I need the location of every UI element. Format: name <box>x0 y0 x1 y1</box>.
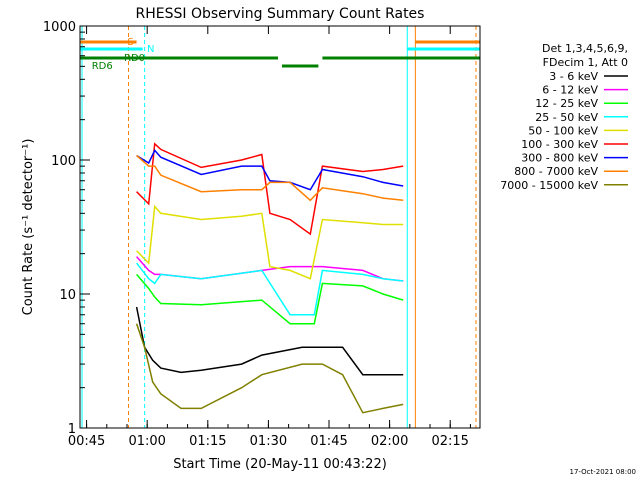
y-axis: 1 10 100 1000 <box>43 20 90 437</box>
rd6-flag-label: RD6 <box>92 61 113 72</box>
saa-flag-label: S <box>127 37 133 48</box>
x-tick-label: 01:45 <box>310 434 347 449</box>
plot-frame <box>79 25 481 429</box>
x-axis: 00:45 01:00 01:15 01:30 01:45 02:00 02:15 <box>68 26 471 449</box>
legend-label: 3 - 6 keV <box>549 70 598 83</box>
legend-header-1: Det 1,3,4,5,6,9, <box>542 42 628 55</box>
y-tick-label: 100 <box>51 154 76 169</box>
rd0-flag-label: RD0 <box>124 53 145 64</box>
series-line-8 <box>135 323 404 414</box>
legend-label: 50 - 100 keV <box>528 124 598 137</box>
legend-header-2: FDecim 1, Att 0 <box>543 56 628 69</box>
y-tick-label: 1000 <box>43 20 76 35</box>
x-tick-label: 02:00 <box>371 434 408 449</box>
legend-label: 100 - 300 keV <box>521 138 598 151</box>
legend: Det 1,3,4,5,6,9, FDecim 1, Att 0 3 - 6 k… <box>500 42 628 192</box>
series-line-7 <box>136 154 404 202</box>
series-line-3 <box>136 262 404 316</box>
x-tick-label: 02:15 <box>431 434 468 449</box>
legend-label: 6 - 12 keV <box>542 84 598 97</box>
series-line-2 <box>136 273 404 325</box>
legend-label: 12 - 25 keV <box>535 97 598 110</box>
series-line-5 <box>136 142 404 236</box>
y-tick-label: 10 <box>59 288 76 303</box>
series-line-1 <box>136 256 404 282</box>
series-line-4 <box>136 204 404 280</box>
series-line-6 <box>136 149 404 191</box>
y-tick-label: 1 <box>68 422 76 437</box>
y-axis-label: Count Rate (s⁻¹ detector⁻¹) <box>21 139 36 316</box>
x-tick-label: 01:30 <box>250 434 287 449</box>
legend-label: 300 - 800 keV <box>521 152 598 165</box>
legend-label: 7000 - 15000 keV <box>500 179 598 192</box>
legend-label: 800 - 7000 keV <box>514 165 598 178</box>
x-tick-label: 01:15 <box>189 434 226 449</box>
footer-timestamp: 17-Oct-2021 08:00 <box>570 468 636 476</box>
chart-title: RHESSI Observing Summary Count Rates <box>136 6 425 22</box>
series-line-0 <box>135 306 404 376</box>
x-tick-label: 01:00 <box>128 434 165 449</box>
legend-label: 25 - 50 keV <box>535 111 598 124</box>
night-flag-label: N <box>147 44 154 55</box>
x-axis-label: Start Time (20-May-11 00:43:22) <box>173 457 387 472</box>
x-tick-label: 00:45 <box>68 434 105 449</box>
